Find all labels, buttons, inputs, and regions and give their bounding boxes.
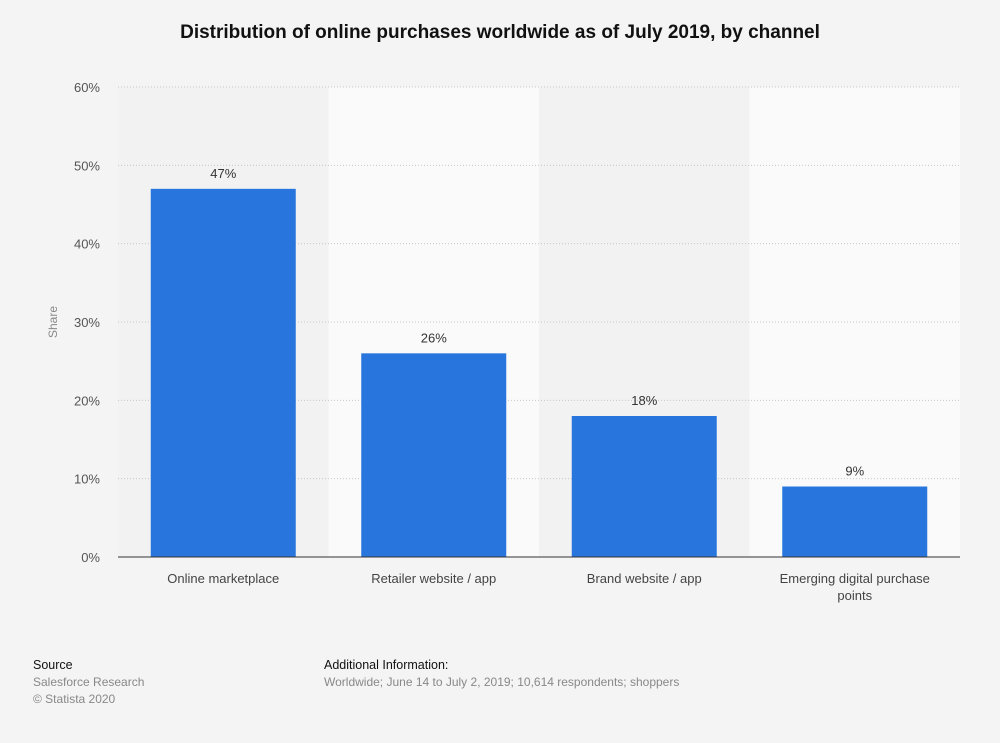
y-tick-label: 40%: [74, 237, 100, 252]
y-tick-label: 60%: [74, 80, 100, 95]
data-label: 26%: [421, 330, 447, 345]
info-label: Additional Information:: [324, 658, 449, 672]
source-block: Source Salesforce Research © Statista 20…: [33, 658, 144, 706]
data-label: 18%: [631, 393, 657, 408]
x-tick-label: points: [837, 588, 872, 603]
x-tick-label: Retailer website / app: [371, 571, 496, 586]
source-text: Salesforce Research: [33, 675, 145, 689]
x-tick-label: Online marketplace: [167, 571, 279, 586]
y-axis-label: Share: [46, 306, 60, 338]
copyright: © Statista 2020: [33, 692, 116, 706]
x-tick-label: Emerging digital purchase: [780, 571, 930, 586]
bar: [361, 353, 507, 557]
x-tick-label: Brand website / app: [587, 571, 702, 586]
y-tick-label: 30%: [74, 315, 100, 330]
info-text: Worldwide; June 14 to July 2, 2019; 10,6…: [324, 675, 680, 689]
bar-chart: 0% 10% 20% 30% 40% 50% 60% Share 47% Online marke…: [46, 80, 960, 603]
data-label: 9%: [845, 464, 864, 479]
data-label: 47%: [210, 166, 236, 181]
chart-title: Distribution of online purchases worldwi…: [180, 22, 820, 43]
y-tick-label: 10%: [74, 472, 100, 487]
bar: [782, 486, 928, 557]
info-block: Additional Information: Worldwide; June …: [324, 658, 679, 689]
y-tick-label: 20%: [74, 393, 100, 408]
y-tick-label: 50%: [74, 158, 100, 173]
bar: [571, 416, 717, 557]
bar: [150, 188, 296, 558]
y-tick-label: 0%: [81, 550, 100, 565]
source-label: Source: [33, 658, 73, 672]
